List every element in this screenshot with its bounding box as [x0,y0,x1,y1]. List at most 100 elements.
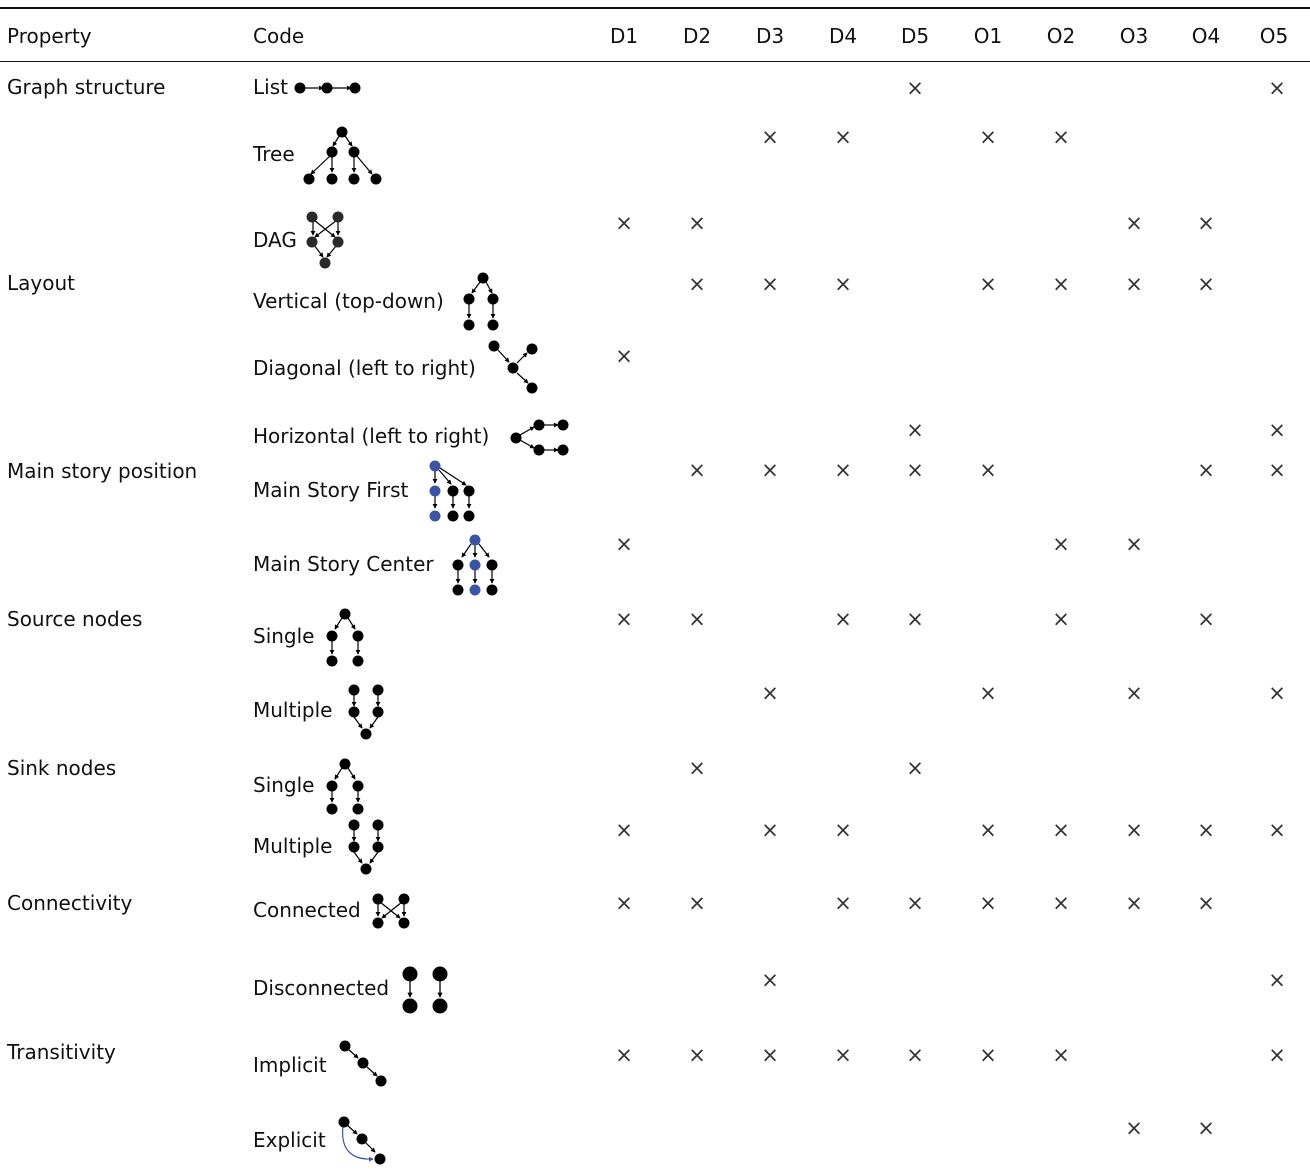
code-label: Single [253,773,315,797]
check-mark: × [761,272,779,296]
check-mark: × [906,1043,924,1067]
code-label: Implicit [253,1053,327,1077]
property-transitivity: Transitivity [7,1040,116,1064]
header-d4: D4 [828,24,858,48]
check-mark: × [1268,76,1286,100]
single-sink-icon [326,758,364,815]
disconnected-graph-icon [402,966,448,1014]
horizontal-layout-icon [510,419,569,456]
property-layout: Layout [7,271,75,295]
check-mark: × [1052,891,1070,915]
check-mark: × [761,125,779,149]
check-mark: × [688,756,706,780]
header-d2: D2 [682,24,712,48]
main-story-center-icon [452,534,498,596]
connected-graph-icon [372,893,410,929]
code-label: Disconnected [253,976,390,1000]
code-label: Connected [253,898,361,922]
check-mark: × [688,458,706,482]
check-mark: × [688,607,706,631]
header-code: Code [253,24,305,48]
diagonal-layout-icon [488,340,538,394]
check-mark: × [761,968,779,992]
code-label: Main Story Center [253,552,434,576]
check-mark: × [1125,1116,1143,1140]
property-main-story-position: Main story position [7,459,198,483]
check-mark: × [1052,125,1070,149]
check-mark: × [761,681,779,705]
header-o4: O4 [1191,24,1221,48]
check-mark: × [1268,1043,1286,1067]
check-mark: × [1268,818,1286,842]
check-mark: × [906,458,924,482]
table-top-rule [0,7,1310,9]
check-mark: × [834,1043,852,1067]
code-label: Main Story First [253,478,409,502]
implicit-transitivity-icon [339,1040,387,1087]
check-mark: × [688,891,706,915]
check-mark: × [906,891,924,915]
check-mark: × [834,125,852,149]
code-label: Multiple [253,834,333,858]
check-mark: × [834,458,852,482]
explicit-transitivity-icon [338,1116,386,1165]
check-mark: × [906,607,924,631]
check-mark: × [1125,532,1143,556]
list-graph-icon [294,82,361,94]
code-label: Single [253,624,315,648]
check-mark: × [1197,458,1215,482]
check-mark: × [1197,891,1215,915]
check-mark: × [1125,891,1143,915]
check-mark: × [979,458,997,482]
check-mark: × [1125,818,1143,842]
check-mark: × [1268,418,1286,442]
check-mark: × [1125,272,1143,296]
check-mark: × [1268,458,1286,482]
check-mark: × [834,818,852,842]
check-mark: × [1197,272,1215,296]
code-label: List [253,75,288,99]
header-d3: D3 [755,24,785,48]
check-mark: × [906,76,924,100]
check-mark: × [615,1043,633,1067]
check-mark: × [979,272,997,296]
check-mark: × [1197,607,1215,631]
code-label: Vertical (top-down) [253,289,444,313]
code-label: Explicit [253,1128,326,1152]
check-mark: × [688,1043,706,1067]
check-mark: × [761,1043,779,1067]
check-mark: × [979,681,997,705]
check-mark: × [1125,211,1143,235]
dag-graph-icon [306,211,344,269]
check-mark: × [1125,681,1143,705]
property-source-nodes: Source nodes [7,607,143,631]
check-mark: × [615,818,633,842]
check-mark: × [1052,532,1070,556]
check-mark: × [1052,1043,1070,1067]
check-mark: × [615,607,633,631]
check-mark: × [615,211,633,235]
main-story-first-icon [429,460,475,522]
code-label: Tree [253,142,295,166]
code-label: Multiple [253,698,333,722]
header-o2: O2 [1046,24,1076,48]
header-o1: O1 [973,24,1003,48]
vertical-layout-icon [463,272,499,331]
header-property: Property [7,24,92,48]
check-mark: × [1197,1116,1215,1140]
header-d5: D5 [900,24,930,48]
property-sink-nodes: Sink nodes [7,756,117,780]
check-mark: × [906,756,924,780]
header-rule [0,61,1310,62]
check-mark: × [1268,681,1286,705]
check-mark: × [615,891,633,915]
check-mark: × [979,125,997,149]
single-source-icon [326,608,364,667]
tree-graph-icon [303,126,382,185]
property-graph-structure: Graph structure [7,75,166,99]
header-o3: O3 [1119,24,1149,48]
multiple-sink-icon [348,819,384,875]
check-mark: × [688,272,706,296]
check-mark: × [761,458,779,482]
multiple-source-icon [348,684,384,740]
